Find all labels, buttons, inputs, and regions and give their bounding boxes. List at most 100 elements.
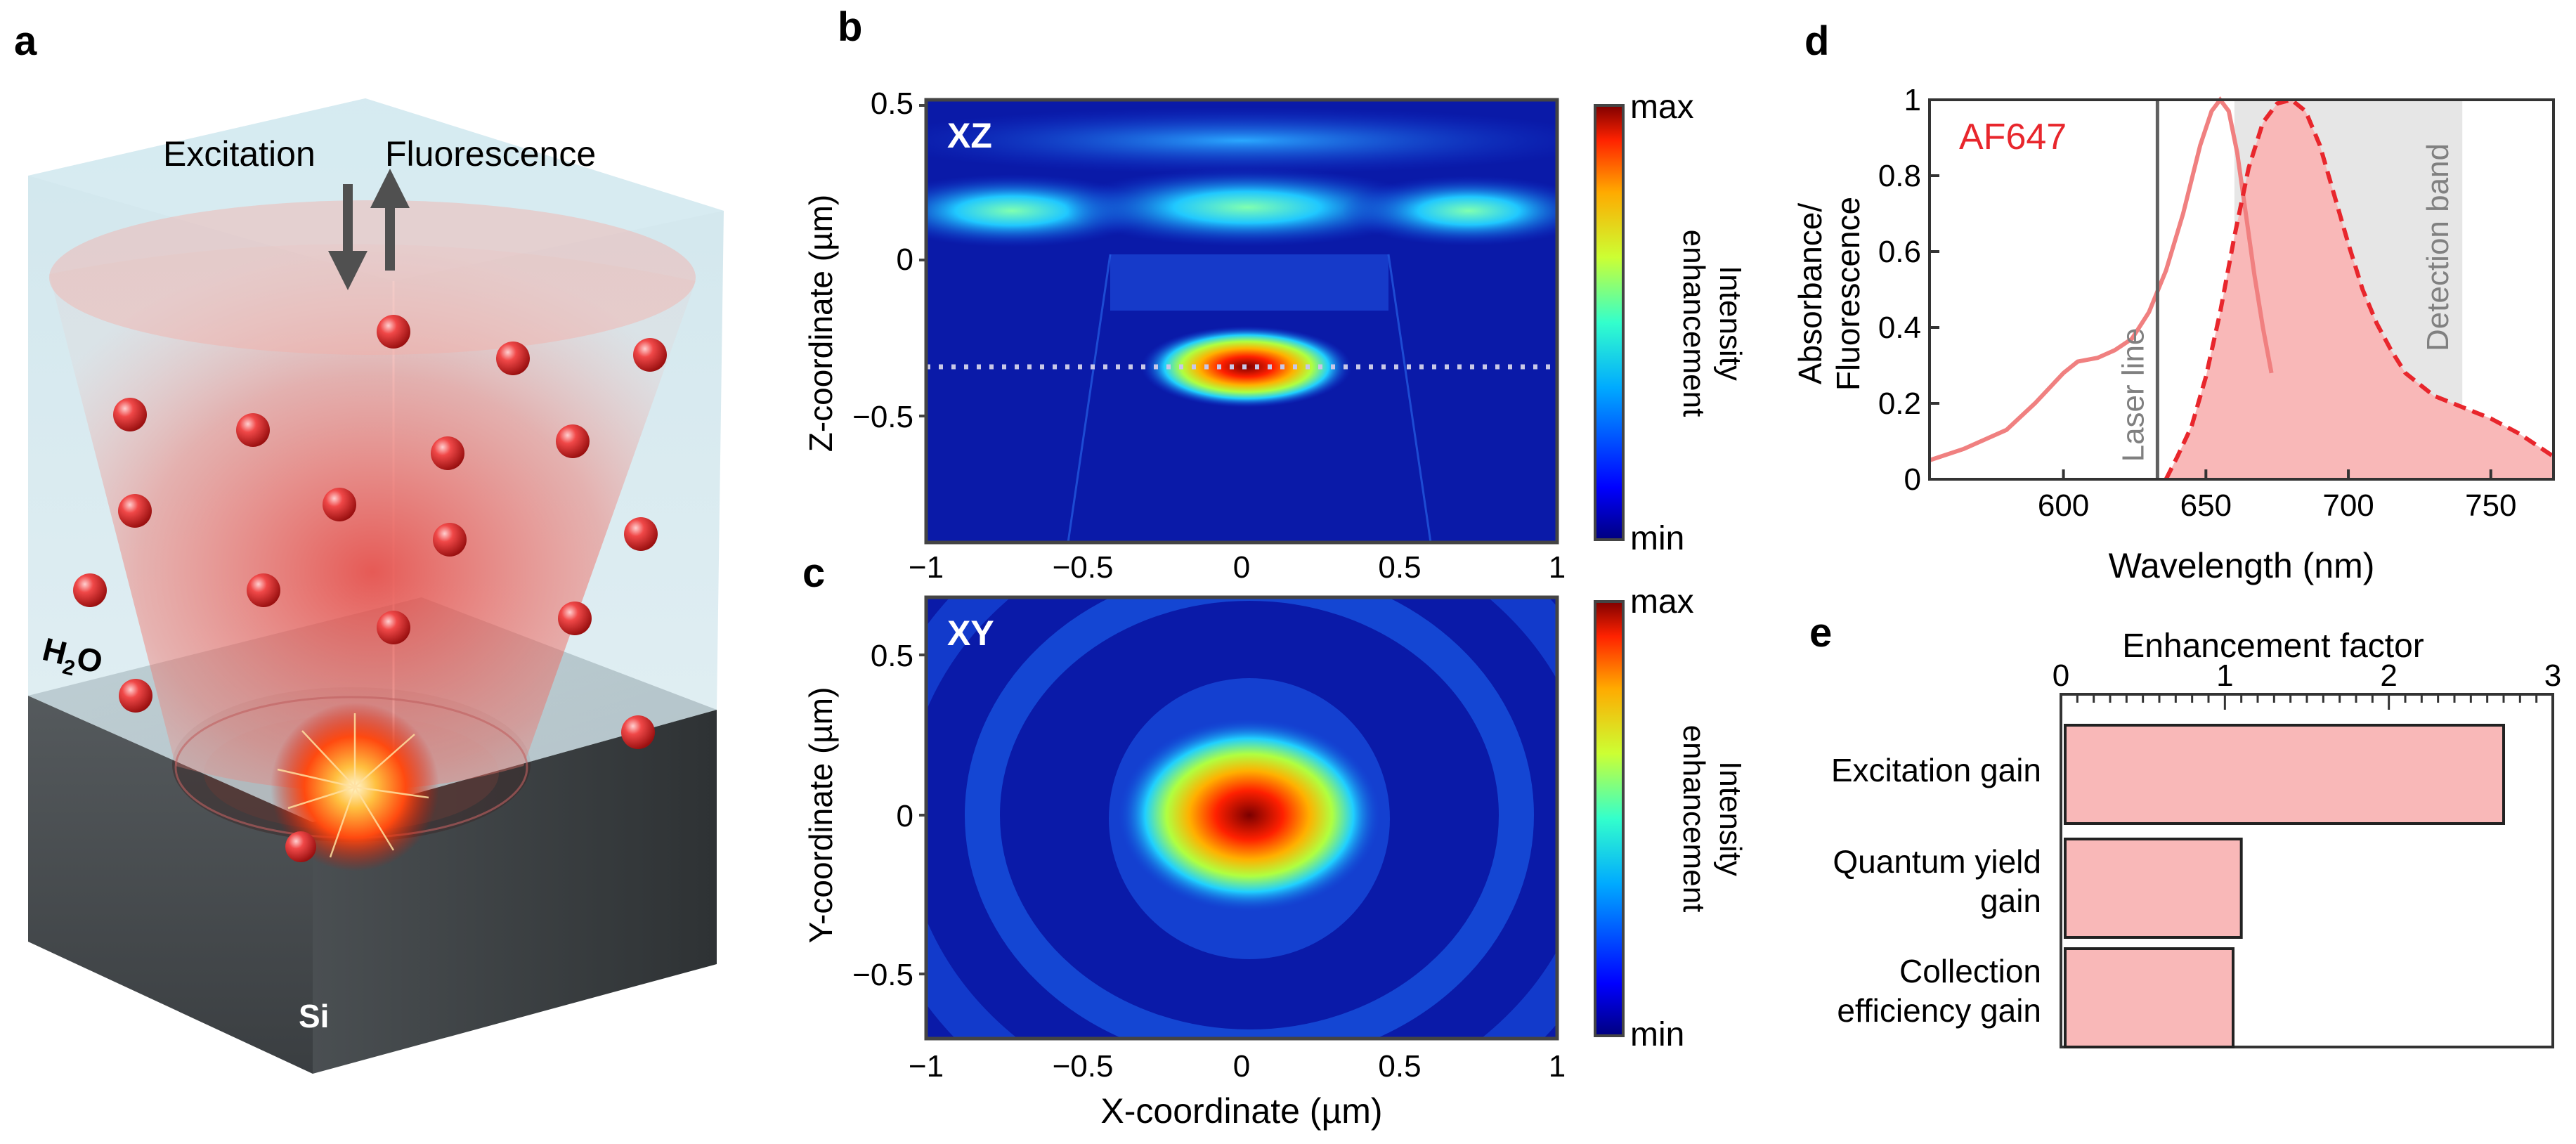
xy-colorbar-label: Intensityenhancement [1677, 725, 1748, 913]
excitation-label: Excitation [163, 134, 316, 174]
xy-colorbar-min: min [1630, 1016, 1684, 1053]
spectrum-ytick-label: 0.2 [1878, 386, 1921, 421]
xy-xtick-label: 1 [1549, 1049, 1566, 1084]
xz-colorbar-label: Intensityenhancement [1677, 230, 1748, 417]
xz-frame [924, 98, 1559, 545]
spectrum-xtick-label: 650 [2180, 488, 2232, 523]
dye-molecule [119, 679, 152, 713]
spectrum-x-label: Wavelength (nm) [2109, 546, 2375, 585]
xy-colorbar-max: max [1630, 583, 1694, 620]
spectrum-y-label: Absorbance/Fluorescence [1792, 197, 1866, 391]
bars [2064, 724, 2505, 1048]
silicon-label: Si [299, 998, 329, 1034]
panel-c: c XY 0.5 0 −0.5 Y-coordinate (µm) −1 −0.… [802, 550, 1748, 1131]
spectrum-xtick-label: 750 [2465, 488, 2516, 523]
xz-ytick-label: −0.5 [852, 400, 913, 434]
xy-xtick-label: −0.5 [1053, 1049, 1114, 1084]
xz-colorbar-label-1: Intensity [1713, 266, 1748, 381]
emission-fill [2166, 100, 2554, 479]
bar-xtick-label: 2 [2380, 658, 2397, 693]
bar-label-collection-1: Collection [1899, 953, 2041, 989]
dye-molecule [118, 494, 152, 528]
dye-molecule [621, 715, 655, 749]
panel-a: a [14, 18, 724, 1074]
bar [2064, 838, 2243, 939]
xz-band-center [1065, 168, 1430, 247]
xz-x-axis: −1 −0.5 0 0.5 1 [909, 550, 1566, 585]
panel-d-letter: d [1804, 18, 1829, 64]
xy-xtick-label: 0.5 [1378, 1049, 1421, 1084]
spectrum-ytick-label: 0.8 [1878, 159, 1921, 193]
cone-top [49, 200, 696, 355]
bar-xtick-label: 3 [2544, 658, 2561, 693]
dye-molecules [73, 315, 667, 862]
xy-ytick-label: −0.5 [852, 958, 913, 992]
xz-y-label: Z-coordinate (µm) [802, 195, 839, 452]
bar-label-collection-2: efficiency gain [1837, 992, 2041, 1029]
xy-xtick-label: −1 [909, 1049, 944, 1084]
dye-molecule [556, 424, 590, 458]
spectrum-ytick-label: 0.4 [1878, 311, 1921, 345]
panel-e-letter: e [1809, 610, 1832, 656]
spectrum-frame [1928, 98, 2555, 481]
xz-colorbar-max: max [1630, 89, 1694, 126]
xz-xtick-label: −1 [909, 550, 944, 585]
panel-a-letter: a [14, 18, 37, 64]
xy-ytick-label: 0 [897, 799, 913, 833]
spectrum-xtick-label: 700 [2322, 488, 2374, 523]
dye-molecule [285, 831, 316, 862]
xy-y-label: Y-coordinate (µm) [802, 687, 839, 944]
panel-e: e Enhancement factor 0 1 2 3 Excitation gai… [1809, 610, 2561, 1048]
dye-molecule [633, 338, 667, 372]
band-label: Detection band [2421, 143, 2455, 351]
xz-ytick-label: 0 [897, 242, 913, 277]
spectrum-y-label-2: Fluorescence [1830, 197, 1866, 391]
xy-colorbar [1594, 600, 1625, 1037]
xy-ring-inner [965, 597, 1534, 1039]
spectrum-ytick-label: 0.6 [1878, 235, 1921, 269]
dye-label: AF647 [1959, 117, 2067, 157]
dye-molecule [113, 398, 147, 431]
bar-xtick-label: 1 [2216, 658, 2233, 693]
xz-hole-wall-right [1387, 254, 1432, 542]
dye-molecule [431, 436, 464, 470]
bar-label-quantum-yield-1: Quantum yield [1833, 843, 2041, 880]
xz-xtick-label: 0.5 [1378, 550, 1421, 585]
bar [2064, 724, 2505, 825]
dye-molecule [323, 488, 356, 521]
xz-y-axis: 0.5 0 −0.5 [852, 86, 926, 434]
excitation-cone [49, 244, 696, 791]
xz-upper-fringe [926, 107, 1557, 174]
xz-tag: XZ [947, 116, 992, 155]
xz-colorbar-label-2: enhancement [1677, 230, 1711, 417]
dye-molecule [377, 315, 410, 349]
panel-b-letter: b [838, 4, 862, 50]
xy-x-label: X-coordinate (µm) [1100, 1091, 1382, 1131]
bar [2064, 947, 2235, 1048]
xy-y-axis: 0.5 0 −0.5 [852, 639, 926, 992]
dye-molecule [73, 573, 107, 607]
emission-line [2164, 97, 2555, 481]
dye-molecule [496, 342, 530, 375]
bar-xtick-label: 0 [2053, 658, 2069, 693]
xz-colorbar [1594, 104, 1625, 541]
xz-xtick-label: 0 [1233, 550, 1250, 585]
spectrum-ytick-label: 1 [1904, 83, 1921, 117]
xz-xtick-label: 1 [1549, 550, 1566, 585]
panel-b: b XZ 0.5 0 −0.5 Z-coordinate (µm) −1 −0.… [802, 4, 1748, 585]
spectrum-x-axis: 600 650 700 750 [2038, 469, 2517, 523]
xy-x-axis: −1 −0.5 0 0.5 1 [909, 1049, 1566, 1084]
xz-xtick-label: −0.5 [1053, 550, 1114, 585]
burst-rays [277, 713, 429, 858]
xz-band-right [1342, 176, 1557, 246]
dye-molecule [377, 611, 410, 644]
xy-colorbar-label-2: enhancement [1677, 725, 1711, 913]
xz-hole-outline [1110, 254, 1388, 311]
bar-label-quantum-yield: Quantum yield gain [1833, 843, 2041, 919]
xz-ytick-label: 0.5 [871, 86, 913, 121]
bar-label-quantum-yield-2: gain [1980, 883, 2041, 919]
spectrum-xtick-label: 600 [2038, 488, 2089, 523]
fluorescence-label: Fluorescence [385, 134, 596, 174]
panel-d: d AF647 Laser line Detection band 0 0.2 0.… [1792, 18, 2555, 585]
